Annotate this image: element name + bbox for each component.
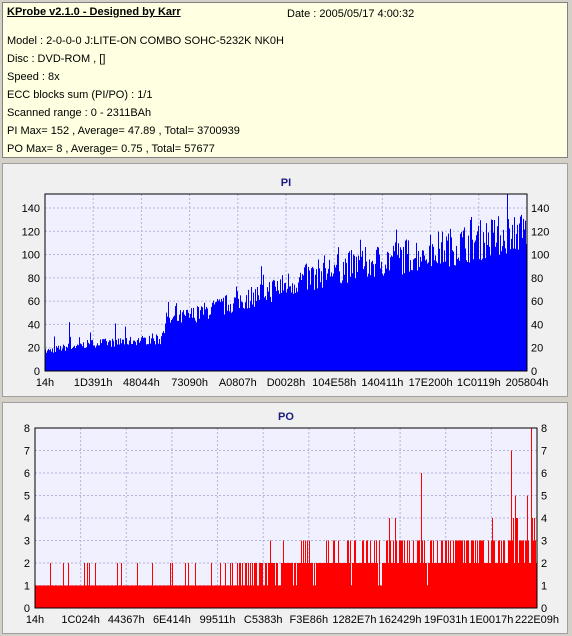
y-tick-label-left: 3 <box>24 536 30 548</box>
x-tick-label: 205804h <box>506 377 549 389</box>
y-tick-label-right: 40 <box>531 319 543 331</box>
x-tick-label: A0807h <box>219 377 257 389</box>
y-tick-label-right: 3 <box>541 536 547 548</box>
y-tick-label-right: 5 <box>541 491 547 503</box>
y-tick-label-right: 4 <box>541 513 547 525</box>
x-tick-label: 140411h <box>361 377 403 389</box>
po-chart: PO 0 0 1 1 2 2 3 3 4 4 5 5 6 6 7 7 8 8 14h 1C024h 44367h 6E414… <box>24 411 559 626</box>
x-tick-label: 104E58h <box>312 377 356 389</box>
y-tick-label-right: 140 <box>531 203 549 215</box>
x-tick-label: 1E0017h <box>469 614 513 626</box>
pi-chart-panel: PI 0 0 20 20 40 40 60 60 80 80 100 100 120 120 140 140 14… <box>2 163 568 397</box>
x-tick-label: F3E86h <box>290 614 329 626</box>
y-tick-label-left: 5 <box>24 491 30 503</box>
y-tick-label-left: 0 <box>34 366 40 378</box>
x-tick-label: 73090h <box>171 377 208 389</box>
y-tick-label-left: 4 <box>24 513 30 525</box>
model-line: Model : 2-0-0-0 J:LITE-ON COMBO SOHC-523… <box>7 35 284 47</box>
x-tick-label: C5383h <box>244 614 283 626</box>
y-tick-label-right: 0 <box>541 603 547 615</box>
x-tick-label: 222E09h <box>515 614 559 626</box>
x-tick-label: 19F031h <box>424 614 467 626</box>
chart-title: PO <box>278 411 294 423</box>
range-line: Scanned range : 0 - 2311BAh <box>7 107 152 119</box>
y-tick-label-left: 7 <box>24 446 30 458</box>
y-tick-label-left: 60 <box>28 296 40 308</box>
x-tick-label: 1C0119h <box>457 377 501 389</box>
x-tick-label: 14h <box>36 377 54 389</box>
y-tick-label-right: 7 <box>541 446 547 458</box>
x-tick-label: 1282E7h <box>332 614 376 626</box>
x-tick-label: 1D391h <box>74 377 113 389</box>
x-tick-label: 14h <box>26 614 44 626</box>
y-tick-label-right: 1 <box>541 581 547 593</box>
y-tick-label-left: 40 <box>28 319 40 331</box>
x-tick-label: 162429h <box>379 614 422 626</box>
y-tick-label-left: 100 <box>22 250 40 262</box>
y-tick-label-right: 80 <box>531 273 543 285</box>
pi-summary-line: PI Max= 152 , Average= 47.89 , Total= 37… <box>7 125 240 137</box>
y-tick-label-right: 8 <box>541 423 547 435</box>
y-tick-label-left: 6 <box>24 468 30 480</box>
y-tick-label-right: 60 <box>531 296 543 308</box>
plot-border <box>44 193 528 372</box>
scan-date: Date : 2005/05/17 4:00:32 <box>287 8 415 20</box>
app-title: KProbe v2.1.0 - Designed by Karr <box>7 6 181 18</box>
y-tick-label-right: 20 <box>531 343 543 355</box>
ecc-line: ECC blocks sum (PI/PO) : 1/1 <box>7 89 153 101</box>
pi-chart: PI 0 0 20 20 40 40 60 60 80 80 100 100 120 120 140 140 14… <box>22 177 550 389</box>
y-tick-label-left: 0 <box>24 603 30 615</box>
y-tick-label-left: 2 <box>24 558 30 570</box>
y-tick-label-left: 8 <box>24 423 30 435</box>
y-tick-label-left: 120 <box>22 226 40 238</box>
x-tick-label: 1C024h <box>61 614 100 626</box>
disc-line: Disc : DVD-ROM , [] <box>7 53 106 65</box>
y-tick-label-right: 2 <box>541 558 547 570</box>
x-tick-label: 48044h <box>123 377 160 389</box>
plot-border <box>34 427 538 609</box>
info-panel: KProbe v2.1.0 - Designed by Karr Date : … <box>2 2 568 158</box>
y-tick-label-left: 1 <box>24 581 30 593</box>
y-tick-label-left: 80 <box>28 273 40 285</box>
x-tick-label: D0028h <box>267 377 306 389</box>
y-tick-label-right: 6 <box>541 468 547 480</box>
speed-line: Speed : 8x <box>7 71 60 83</box>
y-tick-label-left: 20 <box>28 343 40 355</box>
x-tick-label: 17E200h <box>409 377 453 389</box>
y-tick-label-left: 140 <box>22 203 40 215</box>
x-tick-label: 99511h <box>200 614 236 626</box>
x-tick-label: 44367h <box>108 614 145 626</box>
chart-title: PI <box>281 177 291 189</box>
x-tick-label: 6E414h <box>153 614 191 626</box>
po-chart-panel: PO 0 0 1 1 2 2 3 3 4 4 5 5 6 6 7 7 8 8 14h 1C024h 44367h 6E414… <box>2 402 568 634</box>
y-tick-label-right: 120 <box>531 226 549 238</box>
y-tick-label-right: 100 <box>531 250 549 262</box>
y-tick-label-right: 0 <box>531 366 537 378</box>
po-summary-line: PO Max= 8 , Average= 0.75 , Total= 57677 <box>7 143 215 155</box>
